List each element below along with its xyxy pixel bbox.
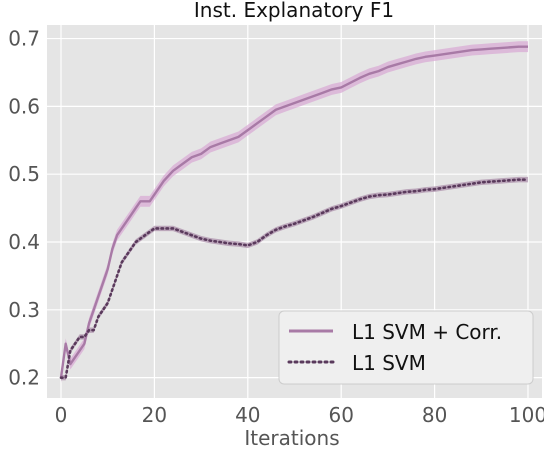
series-line-1 <box>59 178 530 379</box>
x-tick-label: 0 <box>55 403 68 427</box>
tick-labels: 0 20 40 60 80 100 0.2 0.3 0.4 0.5 0.6 0.7 <box>8 27 544 427</box>
confidence-band-series-1 <box>61 176 528 381</box>
series-line-0 <box>59 45 528 378</box>
chart-title: Inst. Explanatory F1 <box>194 0 394 22</box>
y-tick-label: 0.7 <box>8 27 40 51</box>
x-tick-label: 80 <box>422 403 447 427</box>
y-tick-label: 0.3 <box>8 298 40 322</box>
x-tick-label: 100 <box>509 403 544 427</box>
y-tick-label: 0.2 <box>8 366 40 390</box>
legend-label-l1-svm-corr: L1 SVM + Corr. <box>352 320 502 344</box>
y-tick-label: 0.6 <box>8 94 40 118</box>
legend-label-l1-svm: L1 SVM <box>352 351 426 375</box>
y-tick-label: 0.4 <box>8 230 40 254</box>
x-tick-label: 40 <box>235 403 260 427</box>
x-tick-label: 60 <box>328 403 353 427</box>
legend: L1 SVM + Corr. L1 SVM <box>278 310 534 385</box>
y-tick-label: 0.5 <box>8 162 40 186</box>
x-axis-label: Iterations <box>244 426 339 449</box>
legend-box <box>278 310 534 385</box>
confidence-bands <box>61 41 528 384</box>
x-tick-label: 20 <box>142 403 167 427</box>
series-lines <box>59 45 530 379</box>
